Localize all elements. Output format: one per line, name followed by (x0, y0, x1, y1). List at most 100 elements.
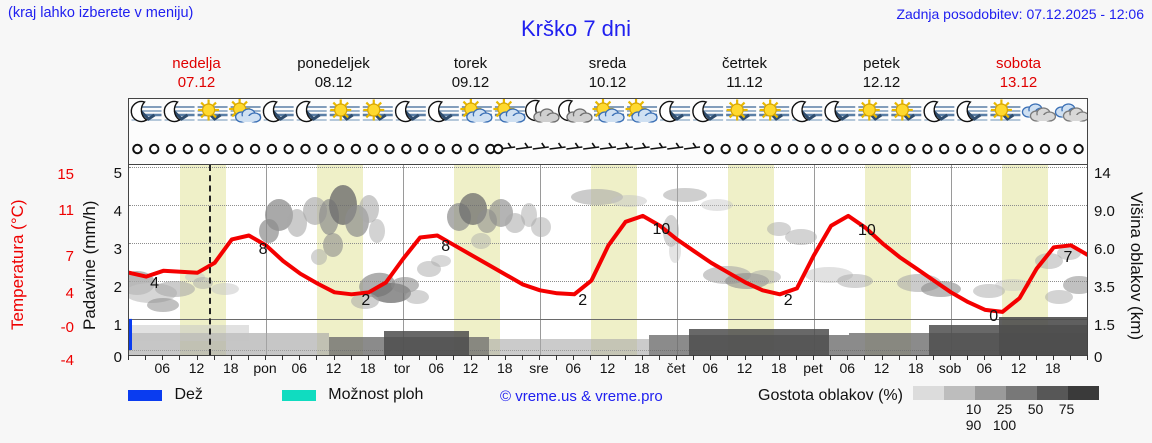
calm-wind-circle-38 (770, 143, 782, 155)
day-header-1: ponedeljek 08.12 (265, 54, 402, 92)
calm-wind-circle-43 (854, 143, 866, 155)
hour-tick (539, 355, 540, 360)
moon-icon (659, 100, 677, 123)
cloud-blob (749, 270, 781, 284)
low-cloud-deck (999, 317, 1087, 355)
hour-tick (950, 355, 951, 360)
cloud-blob (431, 255, 451, 267)
calm-wind-circle-39 (787, 143, 799, 155)
calm-wind-circle-47 (922, 143, 933, 155)
hour-label-13: 12 (599, 360, 616, 376)
hour-tick (573, 355, 575, 360)
hour-tick (145, 355, 147, 360)
page-title: Krško 7 dni (520, 16, 632, 41)
hour-tick (179, 355, 181, 360)
cloud-icon (1029, 107, 1057, 122)
day-date: 09.12 (451, 74, 490, 91)
sky-icon-slot-17 (692, 100, 724, 123)
cloud-blob (311, 249, 327, 265)
sky-icon-slot-7 (362, 99, 393, 121)
hour-tick (521, 355, 523, 360)
cloud-blob (287, 209, 307, 237)
cloud-ramp-step-2 (975, 386, 1007, 400)
h-gridline-0 (129, 167, 1087, 168)
copyright-link[interactable]: © vreme.us & vreme.pro (500, 388, 663, 405)
hour-label-10: 18 (496, 360, 513, 376)
cloud-icon (631, 108, 658, 123)
cloud-blob (995, 279, 1031, 291)
calm-wind-circle-56 (1073, 143, 1084, 155)
hour-tick (367, 355, 369, 360)
cloud-height-axis-title: Višina oblakov (km) (1127, 191, 1146, 341)
sky-icon-slot-20 (791, 100, 823, 123)
hour-label-4: 06 (291, 360, 308, 376)
calm-wind-circle-34 (703, 143, 715, 155)
precip-bar-0 (129, 318, 132, 350)
temp-tick-3: 4 (65, 285, 74, 302)
hour-tick (162, 355, 164, 360)
temperature-curve (129, 213, 1087, 314)
precip-tick-2: 3 (113, 241, 122, 258)
day-name: nedelja (172, 55, 221, 72)
day-name: sreda (588, 55, 627, 72)
cloud-blob (471, 233, 491, 249)
cloud-blob (973, 284, 1005, 298)
temperature-line (129, 213, 1087, 314)
hour-label-7: tor (393, 360, 411, 376)
sky-icon-slot-22 (858, 99, 889, 121)
showers-legend-swatch (281, 389, 316, 401)
moon-icon (824, 100, 842, 123)
wind-barb-24 (532, 142, 549, 150)
temp-point-label-5: 10 (652, 221, 671, 239)
day-name: petek (863, 55, 900, 72)
calm-wind-circle-55 (1056, 143, 1067, 155)
wind-barb-23 (515, 142, 533, 150)
cloud-tick-0: 14 (1094, 165, 1111, 182)
calm-wind-circle-7 (249, 143, 261, 155)
cloud-tick-4: 1.5 (1094, 317, 1115, 334)
calm-wind-circle-40 (804, 143, 815, 155)
hour-tick (898, 355, 900, 360)
cloud-blob (147, 298, 179, 312)
hour-tick (1052, 355, 1054, 360)
calm-wind-circle-13 (350, 143, 362, 155)
cloud-tick-1: 9.0 (1094, 203, 1115, 220)
calm-wind-circle-54 (1039, 143, 1051, 155)
hour-tick (299, 355, 301, 360)
precipitation-axis-title: Padavine (mm/h) (80, 200, 99, 330)
hour-label-20: 06 (839, 360, 856, 376)
hour-label-0: 06 (154, 360, 171, 376)
calm-wind-circle-0 (132, 143, 143, 155)
cloud-blob (571, 189, 623, 205)
wind-barb-26 (566, 142, 583, 150)
daylight-band-4 (728, 165, 775, 355)
precip-tick-1: 4 (113, 203, 122, 220)
wind-barb-29 (616, 142, 633, 150)
cloud-icon (1062, 107, 1087, 122)
calm-wind-circle-20 (468, 143, 479, 155)
temp-point-label-0: 4 (150, 274, 160, 292)
day-date: 11.12 (726, 74, 763, 91)
hour-tick (658, 355, 660, 360)
cloud-icon (499, 108, 526, 123)
cloud-blob (663, 188, 707, 202)
cloud-ramp-tick-2: 50 (1027, 401, 1044, 417)
calm-wind-circle-45 (888, 143, 899, 155)
hour-tick (453, 355, 455, 360)
cloud-blob (505, 213, 525, 233)
day-header-0: nedelja 07.12 (128, 54, 265, 92)
hour-tick (778, 355, 780, 360)
sky-icon-slot-3 (229, 99, 262, 123)
sun-icon (726, 99, 748, 121)
calm-wind-circle-36 (737, 143, 748, 155)
hour-tick (932, 355, 934, 360)
temperature-axis-title: Temperatura (°C) (8, 199, 27, 331)
hour-label-2: 18 (222, 360, 239, 376)
sun-icon (759, 99, 781, 121)
calm-wind-circle-10 (300, 143, 311, 155)
day-header-row: nedelja 07.12 ponedeljek 08.12 torek 09.… (128, 54, 1088, 94)
cloud-blob (531, 217, 551, 237)
temp-tick-5: -4 (60, 352, 74, 369)
sun-icon (330, 99, 352, 121)
day-header-2: torek 09.12 (402, 54, 539, 92)
